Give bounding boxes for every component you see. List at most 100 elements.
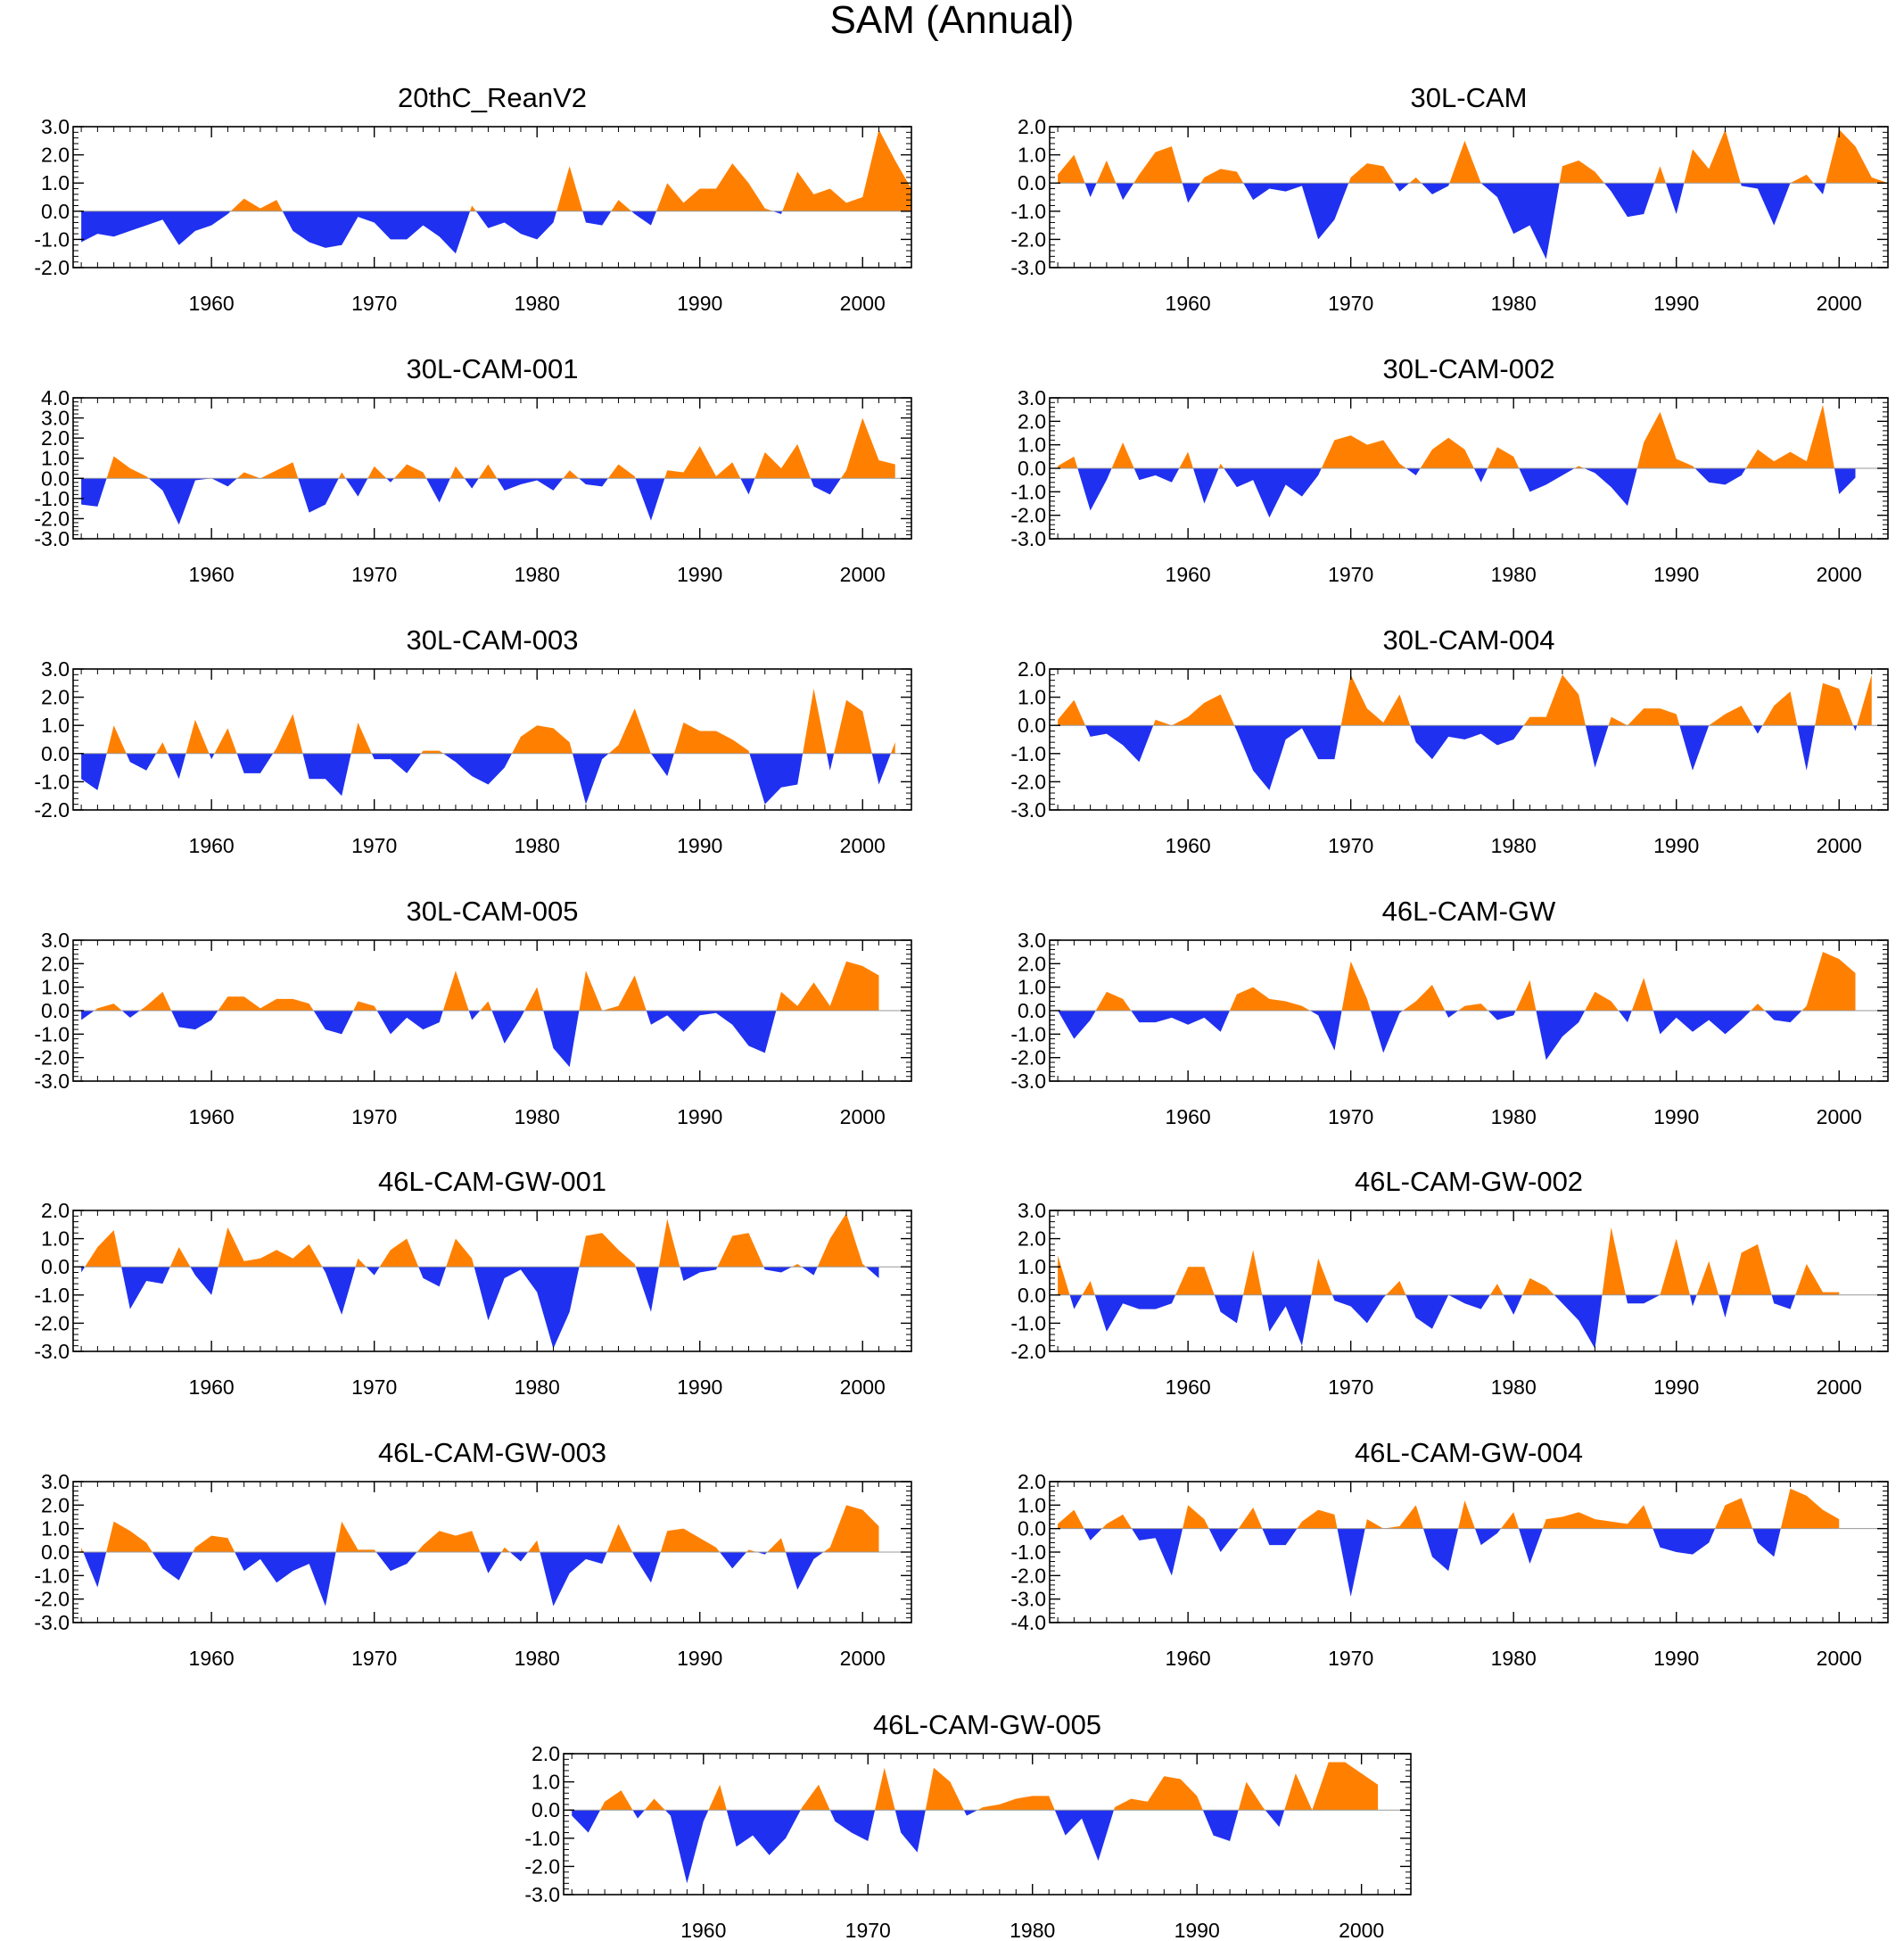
y-tick-label: 1.0	[41, 171, 70, 194]
y-tick-label: 2.0	[41, 952, 70, 975]
negative-area	[572, 1810, 1379, 1884]
x-tick-label: 1990	[677, 1375, 722, 1399]
y-tick-label: -1.0	[34, 1284, 70, 1307]
y-tick-label: 1.0	[41, 447, 70, 470]
x-tick-label: 1990	[677, 292, 722, 315]
y-tick-label: 2.0	[1018, 1227, 1046, 1251]
y-tick-label: 0.0	[41, 1540, 70, 1564]
y-tick-label: 4.0	[41, 386, 70, 409]
x-tick-label: 1990	[677, 834, 722, 857]
panel-title: 46L-CAM-GW	[1382, 896, 1556, 927]
x-tick-label: 1990	[1653, 1375, 1699, 1399]
x-tick-label: 1990	[1653, 834, 1699, 857]
x-tick-label: 1990	[677, 1105, 722, 1128]
y-tick-label: 2.0	[1018, 115, 1046, 138]
x-tick-label: 2000	[840, 1375, 886, 1399]
positive-area	[1058, 129, 1888, 184]
y-tick-label: 0.0	[41, 1255, 70, 1278]
x-tick-label: 1990	[1653, 1105, 1699, 1128]
y-tick-label: -1.0	[34, 770, 70, 793]
y-tick-label: 1.0	[1018, 1255, 1046, 1278]
negative-area	[1058, 1528, 1840, 1598]
y-tick-label: 0.0	[41, 999, 70, 1022]
y-tick-label: 1.0	[41, 1517, 70, 1540]
x-tick-label: 2000	[840, 1105, 886, 1128]
x-tick-label: 1980	[1491, 1105, 1537, 1128]
y-tick-label: -2.0	[1010, 504, 1046, 527]
positive-area	[572, 1762, 1379, 1811]
chart-panel: 46L-CAM-GW-003 3.02.01.00.0-1.0-2.0-3.0 19…	[34, 1437, 912, 1670]
y-tick-label: -4.0	[1010, 1611, 1046, 1634]
panel-title: 30L-CAM-005	[407, 896, 579, 927]
negative-area	[1058, 183, 1888, 260]
x-tick-label: 1960	[189, 1105, 235, 1128]
chart-panel: 30L-CAM-005 3.02.01.00.0-1.0-2.0-3.0 1960 1…	[34, 896, 912, 1128]
x-tick-label: 1960	[189, 1647, 235, 1670]
x-tick-label: 1980	[515, 563, 560, 586]
positive-area	[106, 417, 895, 479]
y-tick-label: 2.0	[41, 1493, 70, 1516]
x-tick-label: 1960	[189, 563, 235, 586]
y-tick-label: -3.0	[1010, 256, 1046, 279]
y-tick-label: 2.0	[1018, 657, 1046, 681]
y-tick-label: -1.0	[1010, 200, 1046, 223]
y-tick-label: 1.0	[1018, 144, 1046, 167]
plot-frame	[1049, 126, 1889, 268]
x-tick-label: 1960	[189, 1375, 235, 1399]
y-tick-label: 1.0	[1018, 1493, 1046, 1516]
plot-frame	[72, 397, 912, 540]
positive-area	[1058, 674, 1872, 726]
y-tick-label: 2.0	[532, 1742, 560, 1765]
y-tick-label: 0.0	[1018, 171, 1046, 194]
y-tick-label: -3.0	[34, 527, 70, 550]
x-tick-label: 1970	[1328, 563, 1373, 586]
x-tick-label: 1980	[1491, 292, 1537, 315]
y-tick-label: -1.0	[34, 487, 70, 510]
y-tick-label: 3.0	[1018, 386, 1046, 409]
panel-title: 30L-CAM-002	[1383, 353, 1555, 384]
y-tick-label: 1.0	[532, 1771, 560, 1794]
y-tick-label: -3.0	[1010, 798, 1046, 822]
x-tick-label: 1980	[1010, 1919, 1055, 1941]
x-tick-label: 1960	[1166, 292, 1211, 315]
panel-title: 30L-CAM-003	[407, 624, 579, 656]
panel-title: 30L-CAM-004	[1383, 624, 1555, 656]
y-tick-label: -2.0	[1010, 1340, 1046, 1363]
negative-area	[81, 211, 783, 254]
positive-area	[1058, 1488, 1840, 1529]
y-tick-label: 2.0	[1018, 952, 1046, 975]
negative-area	[81, 1011, 879, 1068]
chart-panel: 46L-CAM-GW 3.02.01.00.0-1.0-2.0-3.0 1960 19…	[1010, 896, 1889, 1128]
x-tick-label: 1970	[845, 1919, 891, 1941]
negative-area	[1058, 1011, 1856, 1061]
y-tick-label: 3.0	[1018, 1199, 1046, 1222]
negative-area	[1069, 1294, 1796, 1349]
positive-area	[1058, 1227, 1840, 1295]
chart-panel: 46L-CAM-GW-002 3.0 2.0 1.0 0.0 -1.0 -2.0 1960 19…	[1010, 1166, 1889, 1399]
panel-title: 46L-CAM-GW-003	[378, 1437, 606, 1468]
negative-area	[81, 753, 895, 805]
x-tick-label: 1980	[1491, 1375, 1537, 1399]
y-tick-label: 3.0	[41, 929, 70, 952]
chart-panel: 46L-CAM-GW-005 2.0 1.0 0.0 -1.0 -2.0 -3.0 1960 1…	[524, 1709, 1412, 1941]
panel-title: 30L-CAM	[1411, 82, 1528, 113]
y-tick-label: 1.0	[1018, 434, 1046, 457]
y-tick-label: 0.0	[1018, 1517, 1046, 1540]
y-tick-label: 3.0	[41, 1470, 70, 1493]
y-tick-label: 1.0	[1018, 976, 1046, 999]
x-tick-label: 1990	[1175, 1919, 1220, 1941]
y-tick-label: -2.0	[1010, 227, 1046, 251]
x-tick-label: 2000	[1817, 563, 1862, 586]
x-tick-label: 1970	[351, 1375, 397, 1399]
positive-area	[81, 1213, 879, 1268]
x-tick-label: 1960	[189, 834, 235, 857]
x-tick-label: 1980	[1491, 1647, 1537, 1670]
y-tick-label: 3.0	[41, 115, 70, 138]
positive-area	[81, 689, 895, 754]
chart-panel: 20thC_ReanV2 3.0 2.0 1.0 0.0 -1.0 -2.0 1960 1970…	[34, 82, 912, 315]
x-tick-label: 1970	[351, 1647, 397, 1670]
y-tick-label: -3.0	[34, 1070, 70, 1093]
y-tick-label: -3.0	[524, 1883, 560, 1906]
panel-title: 20thC_ReanV2	[398, 82, 587, 113]
x-tick-label: 2000	[840, 834, 886, 857]
